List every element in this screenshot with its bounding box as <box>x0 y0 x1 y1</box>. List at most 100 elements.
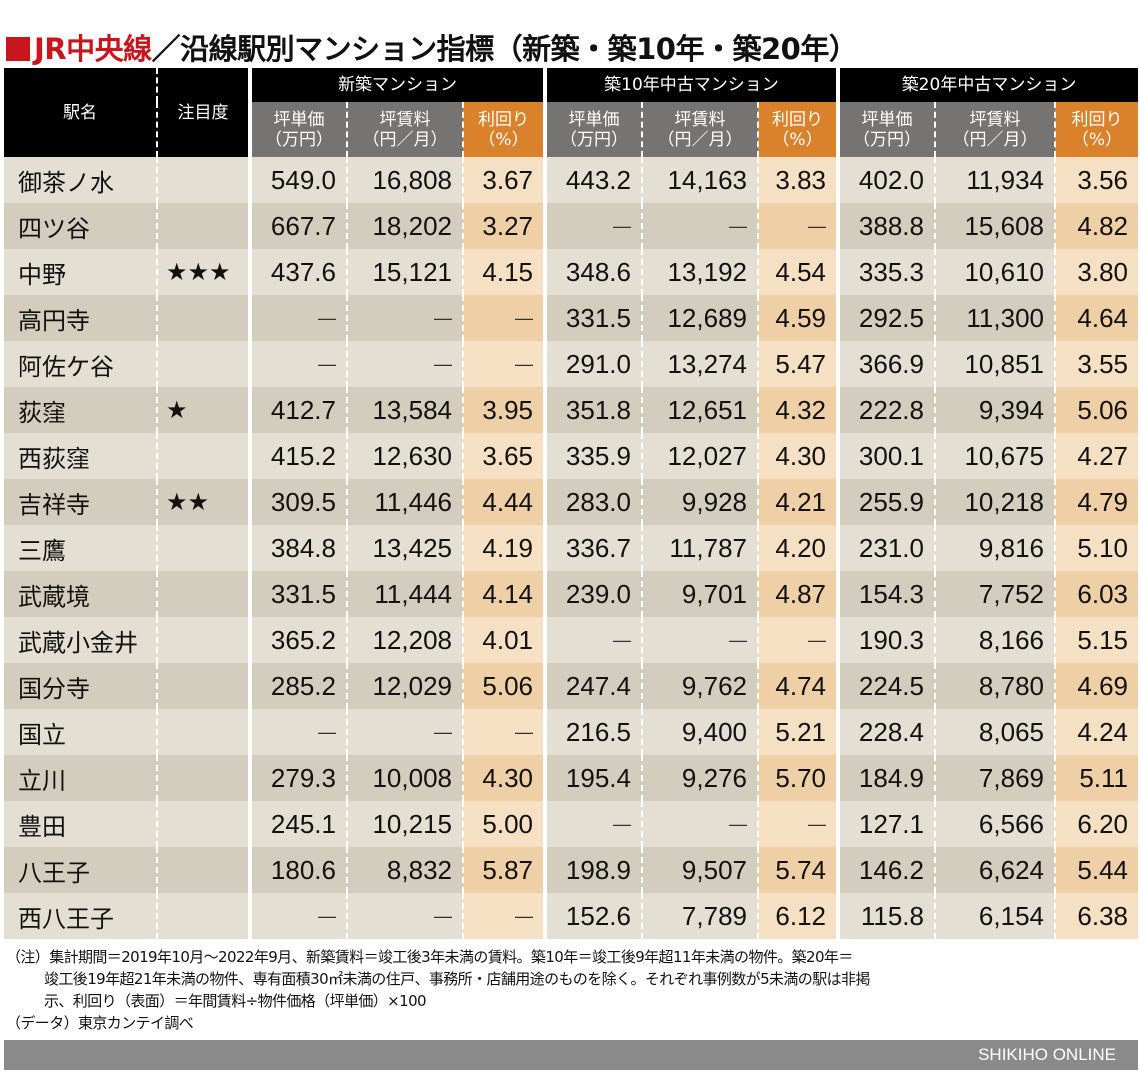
rent-cell: 16,808 <box>347 157 464 203</box>
subheader-label: 利回り <box>478 109 529 130</box>
table-row: 西荻窪 415.2 12,630 3.65 335.9 12,027 4.30 300.1 10… <box>4 433 1139 479</box>
attention-stars <box>157 893 250 939</box>
header-group: 新築マンション <box>248 68 545 102</box>
table-row: 武蔵境 331.5 11,444 4.14 239.0 9,701 4.87 154.3 7,7… <box>4 571 1139 617</box>
price-cell: — <box>248 893 348 939</box>
subheader: 利回り （%） <box>758 102 838 157</box>
table-row: 吉祥寺 ★★ 309.5 11,446 4.44 283.0 9,928 4.21 255.9 1… <box>4 479 1139 525</box>
rent-cell: 10,008 <box>347 755 464 801</box>
attention-stars <box>157 525 250 571</box>
rent-cell: 8,780 <box>935 663 1056 709</box>
yield-cell: 4.54 <box>758 249 838 295</box>
price-cell: — <box>543 801 643 847</box>
rent-cell: 11,300 <box>935 295 1056 341</box>
subheader-unit: （円／月） <box>952 129 1038 150</box>
rent-cell: 12,027 <box>642 433 759 479</box>
subheader: 坪単価 （万円） <box>836 102 936 157</box>
rent-cell: 12,651 <box>642 387 759 433</box>
price-cell: 351.8 <box>543 387 643 433</box>
price-cell: 228.4 <box>836 709 936 755</box>
price-cell: 247.4 <box>543 663 643 709</box>
rent-cell: 9,762 <box>642 663 759 709</box>
yield-cell: 4.21 <box>758 479 838 525</box>
price-cell: 152.6 <box>543 893 643 939</box>
rent-cell: 7,789 <box>642 893 759 939</box>
yield-cell: 4.30 <box>463 755 545 801</box>
subheader-label: 利回り <box>1071 109 1123 130</box>
rent-cell: 8,065 <box>935 709 1056 755</box>
yield-cell: 4.64 <box>1055 295 1139 341</box>
subheader-label: 坪賃料 <box>379 109 431 130</box>
yield-cell: 4.44 <box>463 479 545 525</box>
price-cell: 365.2 <box>248 617 348 663</box>
yield-cell: 4.82 <box>1055 203 1139 249</box>
price-cell: 437.6 <box>248 249 348 295</box>
station-name: 中野 <box>4 249 158 295</box>
station-name: 国分寺 <box>4 663 158 709</box>
rent-cell: 9,507 <box>642 847 759 893</box>
yield-cell: 6.20 <box>1055 801 1139 847</box>
table-row: 三鷹 384.8 13,425 4.19 336.7 11,787 4.20 231.0 9,8… <box>4 525 1139 571</box>
station-name: 高円寺 <box>4 295 158 341</box>
header-group: 築10年中古マンション <box>543 68 838 102</box>
price-cell: 331.5 <box>543 295 643 341</box>
yield-cell: 5.21 <box>758 709 838 755</box>
rent-cell: 11,934 <box>935 157 1056 203</box>
price-cell: — <box>248 709 348 755</box>
yield-cell: 6.03 <box>1055 571 1139 617</box>
rent-cell: 8,832 <box>347 847 464 893</box>
rent-cell: 9,276 <box>642 755 759 801</box>
yield-cell: 5.00 <box>463 801 545 847</box>
price-cell: 300.1 <box>836 433 936 479</box>
rent-cell: 18,202 <box>347 203 464 249</box>
price-cell: 245.1 <box>248 801 348 847</box>
rent-cell: 11,444 <box>347 571 464 617</box>
attention-stars <box>157 663 250 709</box>
rent-cell: 12,208 <box>347 617 464 663</box>
yield-cell: 5.06 <box>463 663 545 709</box>
table-row: 阿佐ケ谷 — — —291.0 13,274 5.47 366.9 10,851 3.55 <box>4 341 1139 387</box>
yield-cell: 3.55 <box>1055 341 1139 387</box>
rent-cell: 9,701 <box>642 571 759 617</box>
table-row: 国分寺 285.2 12,029 5.06 247.4 9,762 4.74 224.5 8,7… <box>4 663 1139 709</box>
price-cell: 331.5 <box>248 571 348 617</box>
subheader-unit: （%） <box>1071 129 1123 150</box>
yield-cell: 4.79 <box>1055 479 1139 525</box>
price-cell: 222.8 <box>836 387 936 433</box>
rent-cell: 11,787 <box>642 525 759 571</box>
rent-cell: — <box>347 295 464 341</box>
station-name: 吉祥寺 <box>4 479 158 525</box>
attention-stars <box>157 295 250 341</box>
price-cell: 388.8 <box>836 203 936 249</box>
note-line: 示、利回り（表面）＝年間賃料÷物件価格（坪単価）×100 <box>44 992 427 1010</box>
title-square-icon <box>6 37 30 61</box>
yield-cell: 3.83 <box>758 157 838 203</box>
table-row: 中野 ★★★ 437.6 15,121 4.15 348.6 13,192 4.54 335.3… <box>4 249 1139 295</box>
station-name: 武蔵境 <box>4 571 158 617</box>
subheader: 利回り （%） <box>1055 102 1139 157</box>
yield-cell: 4.27 <box>1055 433 1139 479</box>
price-cell: 402.0 <box>836 157 936 203</box>
attention-stars <box>157 341 250 387</box>
price-cell: 335.3 <box>836 249 936 295</box>
rent-cell: 12,029 <box>347 663 464 709</box>
rent-cell: 10,675 <box>935 433 1056 479</box>
price-cell: 291.0 <box>543 341 643 387</box>
attention-stars <box>157 203 250 249</box>
subheader: 坪賃料 （円／月） <box>935 102 1056 157</box>
note-line: （注）集計期間＝2019年10月～2022年9月、新築賃料＝竣工後3年未満の賃料… <box>6 948 853 966</box>
price-cell: 224.5 <box>836 663 936 709</box>
table-row: 立川 279.3 10,008 4.30 195.4 9,276 5.70 184.9 7,86… <box>4 755 1139 801</box>
yield-cell: 5.06 <box>1055 387 1139 433</box>
yield-cell: 3.67 <box>463 157 545 203</box>
price-cell: 195.4 <box>543 755 643 801</box>
price-cell: 366.9 <box>836 341 936 387</box>
table-row: 豊田 245.1 10,215 5.00— — —127.1 6,566 6.20 <box>4 801 1139 847</box>
source-note: （データ）東京カンテイ調べ <box>6 1014 194 1032</box>
rent-cell: 7,869 <box>935 755 1056 801</box>
yield-cell: 3.27 <box>463 203 545 249</box>
price-cell: — <box>543 617 643 663</box>
price-cell: — <box>248 295 348 341</box>
attention-stars <box>157 617 250 663</box>
rent-cell: — <box>347 709 464 755</box>
